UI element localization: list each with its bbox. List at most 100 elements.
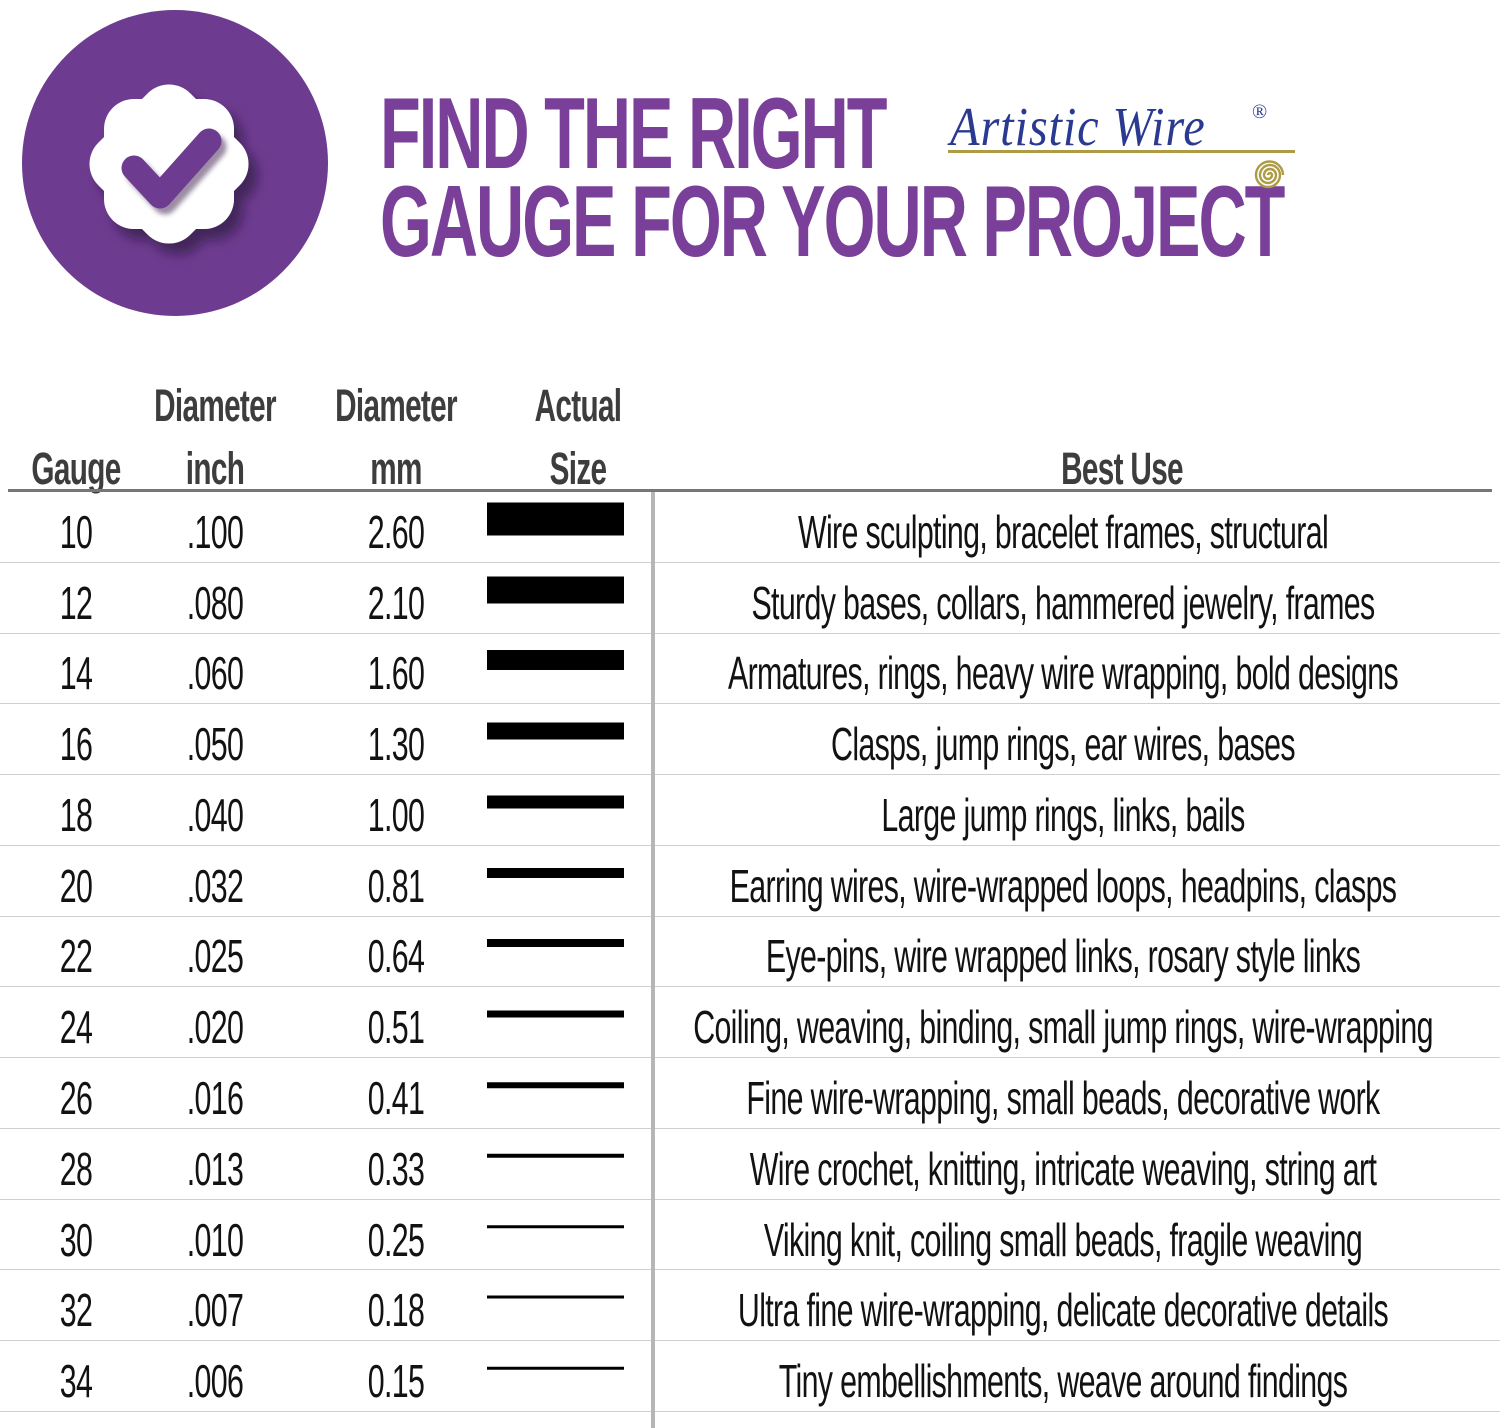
gauge-cell: 18	[59, 788, 93, 841]
gauge-cell: 14	[59, 647, 93, 700]
best-use-cell: Sturdy bases, collars, hammered jewelry,…	[751, 576, 1375, 629]
diameter-mm-cell: 1.30	[367, 718, 425, 771]
diameter-inch-cell: .010	[186, 1213, 244, 1266]
diameter-inch-cell: .007	[186, 1284, 244, 1337]
diameter-mm-cell: 0.81	[367, 859, 425, 912]
table-row: 20 .032 0.81 Earring wires, wire-wrapped…	[0, 846, 1500, 917]
table-row: 28 .013 0.33 Wire crochet, knitting, int…	[0, 1129, 1500, 1200]
diameter-mm-cell: 1.00	[367, 788, 425, 841]
wire-spiral-icon	[1254, 160, 1285, 189]
col-header-size: Size	[549, 443, 607, 494]
actual-size-bar	[487, 1153, 624, 1159]
actual-size-bar	[487, 576, 624, 604]
diameter-mm-cell: 0.51	[367, 1001, 425, 1054]
col-header-inch: inch	[185, 443, 245, 494]
diameter-inch-cell: .025	[186, 930, 244, 983]
diameter-inch-cell: .032	[186, 859, 244, 912]
diameter-mm-cell: 1.60	[367, 647, 425, 700]
best-use-cell: Armatures, rings, heavy wire wrapping, b…	[727, 647, 1399, 700]
diameter-inch-cell: .016	[186, 1072, 244, 1124]
actual-size-bar	[487, 1224, 624, 1229]
diameter-mm-cell: 0.25	[367, 1213, 425, 1266]
col-header-best-use: Best Use	[1061, 443, 1183, 494]
actual-size-bar	[487, 795, 624, 809]
title-line-2: GAUGE FOR YOUR PROJECT	[380, 166, 1285, 278]
actual-size-bar	[487, 1366, 624, 1370]
diameter-inch-cell: .050	[186, 718, 244, 771]
diameter-mm-cell: 0.41	[367, 1072, 425, 1124]
table-row: 22 .025 0.64 Eye-pins, wire wrapped link…	[0, 917, 1500, 988]
diameter-inch-cell: .040	[186, 788, 244, 841]
actual-size-bar	[487, 939, 624, 948]
actual-size-bar	[487, 1082, 624, 1088]
actual-size-bar	[487, 1295, 624, 1299]
col-header-diameter-mm-top: Diameter	[335, 380, 457, 431]
gauge-cell: 10	[59, 505, 93, 558]
gauge-cell: 32	[59, 1284, 93, 1337]
best-use-cell: Tiny embellishments, weave around findin…	[778, 1355, 1348, 1408]
best-use-cell: Ultra fine wire-wrapping, delicate decor…	[737, 1284, 1389, 1337]
col-header-mm: mm	[370, 443, 422, 494]
checkmark-icon	[121, 128, 222, 209]
gauge-cell: 24	[59, 1001, 93, 1054]
diameter-mm-cell: 2.10	[367, 576, 425, 629]
best-use-cell: Eye-pins, wire wrapped links, rosary sty…	[765, 930, 1361, 983]
gauge-cell: 12	[59, 576, 93, 629]
actual-size-bar	[487, 502, 624, 536]
table-row: 16 .050 1.30 Clasps, jump rings, ear wir…	[0, 704, 1500, 776]
title-line-1: FIND THE RIGHT	[380, 78, 888, 190]
actual-size-bar	[487, 722, 624, 740]
table-row: 14 .060 1.60 Armatures, rings, heavy wir…	[0, 634, 1500, 705]
best-use-cell: Coiling, weaving, binding, small jump ri…	[693, 1001, 1433, 1054]
col-header-gauge: Gauge	[31, 443, 121, 494]
diameter-mm-cell: 0.18	[367, 1284, 425, 1337]
brand-name: Artistic Wire	[950, 96, 1206, 157]
table-row: 10 .100 2.60 Wire sculpting, bracelet fr…	[0, 492, 1500, 563]
gauge-table: 10 .100 2.60 Wire sculpting, bracelet fr…	[0, 492, 1500, 1412]
gauge-cell: 20	[59, 859, 93, 912]
diameter-mm-cell: 0.33	[367, 1142, 425, 1195]
best-use-cell: Clasps, jump rings, ear wires, bases	[831, 718, 1296, 771]
actual-size-bar	[487, 1010, 624, 1018]
diameter-inch-cell: .060	[186, 647, 244, 700]
diameter-mm-cell: 0.15	[367, 1355, 425, 1408]
table-row: 26 .016 0.41 Fine wire-wrapping, small b…	[0, 1058, 1500, 1129]
best-use-cell: Fine wire-wrapping, small beads, decorat…	[746, 1072, 1380, 1124]
gauge-cell: 28	[59, 1142, 93, 1195]
best-use-cell: Viking knit, coiling small beads, fragil…	[763, 1213, 1363, 1266]
table-row: 12 .080 2.10 Sturdy bases, collars, hamm…	[0, 563, 1500, 634]
gauge-cell: 34	[59, 1355, 93, 1408]
best-use-cell: Wire sculpting, bracelet frames, structu…	[797, 505, 1329, 558]
gauge-cell: 22	[59, 930, 93, 983]
diameter-inch-cell: .080	[186, 576, 244, 629]
table-row: 32 .007 0.18 Ultra fine wire-wrapping, d…	[0, 1270, 1500, 1342]
brand-underline	[948, 150, 1295, 153]
column-divider	[651, 492, 655, 1428]
diameter-inch-cell: .013	[186, 1142, 244, 1195]
table-row: 18 .040 1.00 Large jump rings, links, ba…	[0, 775, 1500, 846]
gauge-cell: 16	[59, 718, 93, 771]
diameter-mm-cell: 0.64	[367, 930, 425, 983]
col-header-actual: Actual	[534, 380, 622, 431]
table-row: 30 .010 0.25 Viking knit, coiling small …	[0, 1200, 1500, 1271]
diameter-inch-cell: .006	[186, 1355, 244, 1408]
diameter-mm-cell: 2.60	[367, 505, 425, 558]
page-title: FIND THE RIGHT GAUGE FOR YOUR PROJECT	[380, 78, 1500, 278]
header-divider	[8, 489, 1492, 492]
registered-trademark: ®	[1252, 101, 1268, 123]
table-row: 34 .006 0.15 Tiny embellishments, weave …	[0, 1341, 1500, 1412]
diameter-inch-cell: .020	[186, 1001, 244, 1054]
table-row: 24 .020 0.51 Coiling, weaving, binding, …	[0, 987, 1500, 1059]
best-use-cell: Wire crochet, knitting, intricate weavin…	[749, 1142, 1377, 1195]
diameter-inch-cell: .100	[186, 505, 244, 558]
gauge-cell: 30	[59, 1213, 93, 1266]
brand-logo: Artistic Wire	[950, 99, 1241, 154]
gauge-cell: 26	[59, 1072, 93, 1124]
col-header-diameter-inch-top: Diameter	[154, 380, 276, 431]
check-badge-icon	[22, 10, 328, 316]
actual-size-bar	[487, 867, 624, 878]
best-use-cell: Earring wires, wire-wrapped loops, headp…	[729, 859, 1397, 912]
actual-size-bar	[487, 650, 624, 671]
best-use-cell: Large jump rings, links, bails	[881, 788, 1245, 841]
